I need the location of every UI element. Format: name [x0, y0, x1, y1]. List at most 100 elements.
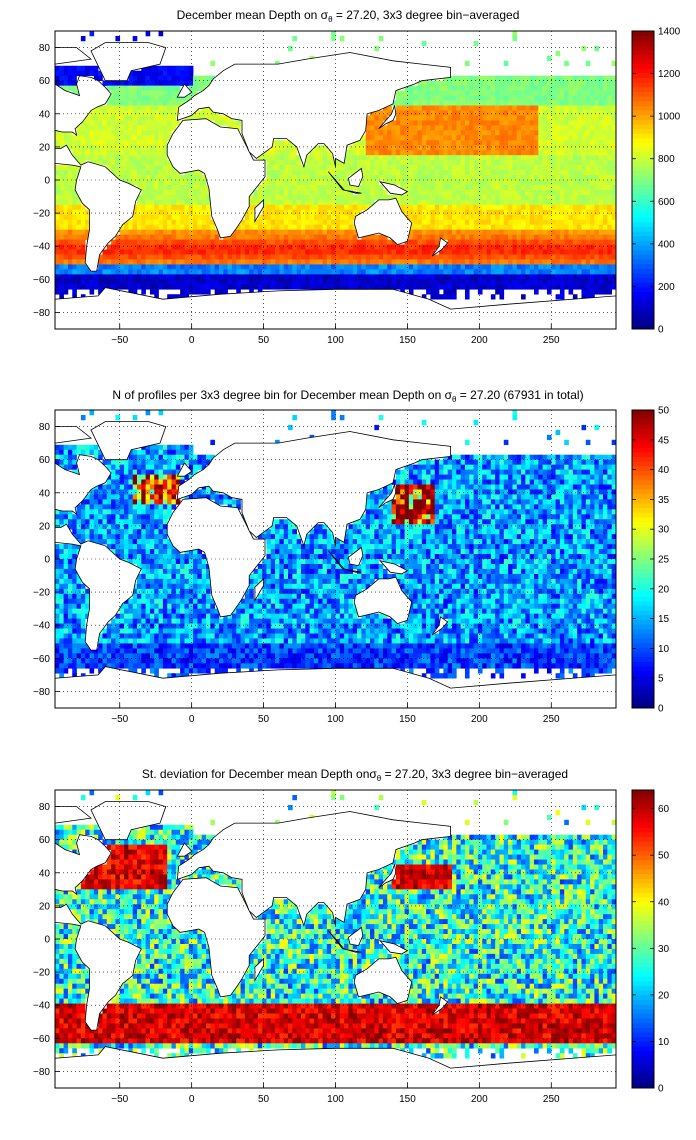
heatmap-cell: [460, 125, 466, 131]
heatmap-cell: [76, 269, 82, 275]
heatmap-cell: [542, 95, 548, 101]
heatmap-cell: [443, 155, 448, 161]
heatmap-cell: [102, 249, 108, 255]
heatmap-cell: [529, 274, 535, 280]
heatmap-cell: [361, 160, 367, 166]
heatmap-cell: [206, 199, 211, 206]
heatmap-cell: [443, 249, 448, 255]
heatmap-cell: [59, 444, 64, 451]
heatmap-cell: [111, 95, 116, 101]
heatmap-cell: [98, 633, 103, 639]
heatmap-cell: [67, 284, 73, 290]
colorbar-segment: [632, 142, 654, 148]
heatmap-cell: [76, 544, 82, 550]
heatmap-cell: [512, 284, 518, 290]
heatmap-cell: [76, 229, 82, 235]
heatmap-cell: [80, 135, 86, 141]
heatmap-cell: [63, 663, 69, 669]
heatmap-cell: [85, 449, 90, 455]
heatmap-cell: [309, 155, 315, 161]
heatmap-cell: [240, 259, 246, 265]
heatmap-cell: [516, 95, 522, 101]
heatmap-cell: [335, 165, 341, 171]
heatmap-cell: [98, 105, 103, 111]
heatmap-cell: [76, 653, 82, 659]
heatmap-cell: [460, 85, 466, 91]
heatmap-cell: [391, 279, 397, 285]
heatmap-cell: [555, 294, 561, 300]
heatmap-cell: [503, 284, 509, 290]
heatmap-cell: [611, 75, 617, 81]
heatmap-cell: [266, 279, 272, 285]
heatmap-cell: [607, 75, 612, 81]
heatmap-cell: [55, 130, 60, 136]
heatmap-cell: [80, 608, 86, 614]
heatmap-cell: [590, 155, 595, 161]
heatmap-cell: [365, 120, 371, 126]
heatmap-cell: [581, 175, 587, 181]
heatmap-cell: [67, 194, 73, 201]
heatmap-cell: [188, 204, 194, 211]
heatmap-cell: [188, 234, 194, 240]
heatmap-cell: [499, 160, 505, 166]
heatmap-cell: [55, 214, 60, 221]
heatmap-cell: [607, 274, 612, 280]
heatmap-cell: [305, 269, 310, 275]
heatmap-cell: [555, 204, 561, 211]
heatmap-cell: [76, 130, 82, 136]
heatmap-cell: [473, 140, 479, 146]
heatmap-cell: [391, 259, 397, 265]
heatmap-cell: [67, 274, 73, 280]
heatmap-cell: [253, 274, 259, 280]
heatmap-cell: [594, 234, 600, 240]
heatmap-cell: [374, 189, 379, 196]
heatmap-cell: [249, 229, 254, 235]
coastline: [378, 181, 409, 196]
heatmap-cell: [477, 105, 483, 111]
heatmap-cell: [352, 244, 358, 250]
heatmap-cell: [283, 140, 289, 146]
heatmap-cell: [508, 135, 513, 141]
heatmap-cell: [473, 259, 479, 265]
heatmap-cell: [305, 189, 310, 196]
heatmap-cell: [559, 105, 565, 111]
heatmap-cell: [456, 135, 461, 141]
heatmap-cell: [296, 274, 302, 280]
heatmap-cell: [611, 249, 617, 255]
heatmap-cell: [516, 75, 522, 81]
heatmap-cell: [521, 224, 526, 230]
heatmap-cell: [72, 469, 77, 475]
heatmap-cell: [378, 125, 384, 131]
heatmap-cell: [67, 638, 73, 644]
heatmap-cell: [300, 249, 306, 255]
heatmap-cell: [357, 274, 362, 280]
heatmap-cell: [568, 209, 574, 216]
heatmap-cell: [460, 135, 466, 141]
heatmap-cell: [534, 284, 539, 290]
heatmap-cell: [93, 150, 99, 156]
heatmap-cell: [80, 583, 86, 590]
heatmap-cell: [149, 85, 155, 91]
heatmap-cell: [348, 239, 354, 245]
heatmap-cell: [400, 135, 405, 141]
heatmap-cell: [477, 189, 483, 196]
heatmap-cell: [564, 125, 569, 131]
heatmap-cell: [555, 254, 561, 260]
heatmap-cell: [456, 244, 461, 250]
heatmap-cell: [434, 170, 440, 176]
heatmap-cell: [378, 254, 384, 260]
heatmap-cell: [283, 254, 289, 260]
heatmap-cell: [55, 279, 60, 285]
heatmap-cell: [59, 623, 64, 629]
heatmap-cell: [456, 150, 461, 156]
heatmap-cell: [585, 160, 591, 166]
heatmap-cell: [477, 75, 483, 81]
heatmap-cell: [503, 254, 509, 260]
heatmap-cell: [128, 85, 133, 91]
heatmap-cell: [188, 184, 194, 191]
heatmap-cell: [482, 135, 487, 141]
heatmap-cell: [546, 135, 552, 141]
heatmap-cell: [175, 194, 181, 201]
heatmap-cell: [555, 85, 561, 91]
heatmap-cell: [456, 145, 461, 151]
